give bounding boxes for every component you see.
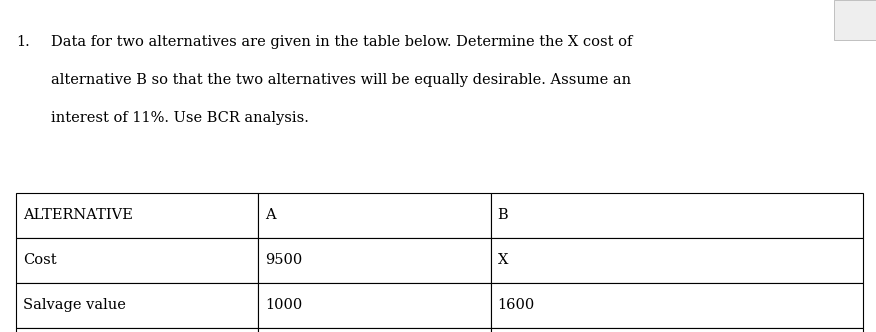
Text: B: B bbox=[498, 208, 508, 222]
Bar bbox=[16, 238, 258, 283]
Bar bbox=[16, 328, 258, 332]
Text: 1000: 1000 bbox=[265, 298, 303, 312]
Text: Data for two alternatives are given in the table below. Determine the X cost of: Data for two alternatives are given in t… bbox=[51, 35, 632, 49]
Text: alternative B so that the two alternatives will be equally desirable. Assume an: alternative B so that the two alternativ… bbox=[51, 73, 631, 87]
Text: X: X bbox=[498, 253, 508, 267]
Text: Cost: Cost bbox=[23, 253, 56, 267]
Bar bbox=[491, 238, 863, 283]
Text: 9500: 9500 bbox=[265, 253, 303, 267]
Bar bbox=[258, 238, 491, 283]
Bar bbox=[491, 328, 863, 332]
Text: A: A bbox=[265, 208, 276, 222]
Text: ALTERNATIVE: ALTERNATIVE bbox=[23, 208, 132, 222]
Bar bbox=[834, 0, 876, 40]
Bar bbox=[491, 283, 863, 328]
Bar bbox=[258, 328, 491, 332]
Text: 1600: 1600 bbox=[498, 298, 535, 312]
Bar bbox=[258, 193, 491, 238]
Bar bbox=[16, 193, 258, 238]
Text: Salvage value: Salvage value bbox=[23, 298, 125, 312]
Bar bbox=[491, 193, 863, 238]
Bar bbox=[258, 283, 491, 328]
Text: 1.: 1. bbox=[16, 35, 30, 49]
Text: interest of 11%. Use BCR analysis.: interest of 11%. Use BCR analysis. bbox=[51, 111, 308, 125]
Bar bbox=[16, 283, 258, 328]
